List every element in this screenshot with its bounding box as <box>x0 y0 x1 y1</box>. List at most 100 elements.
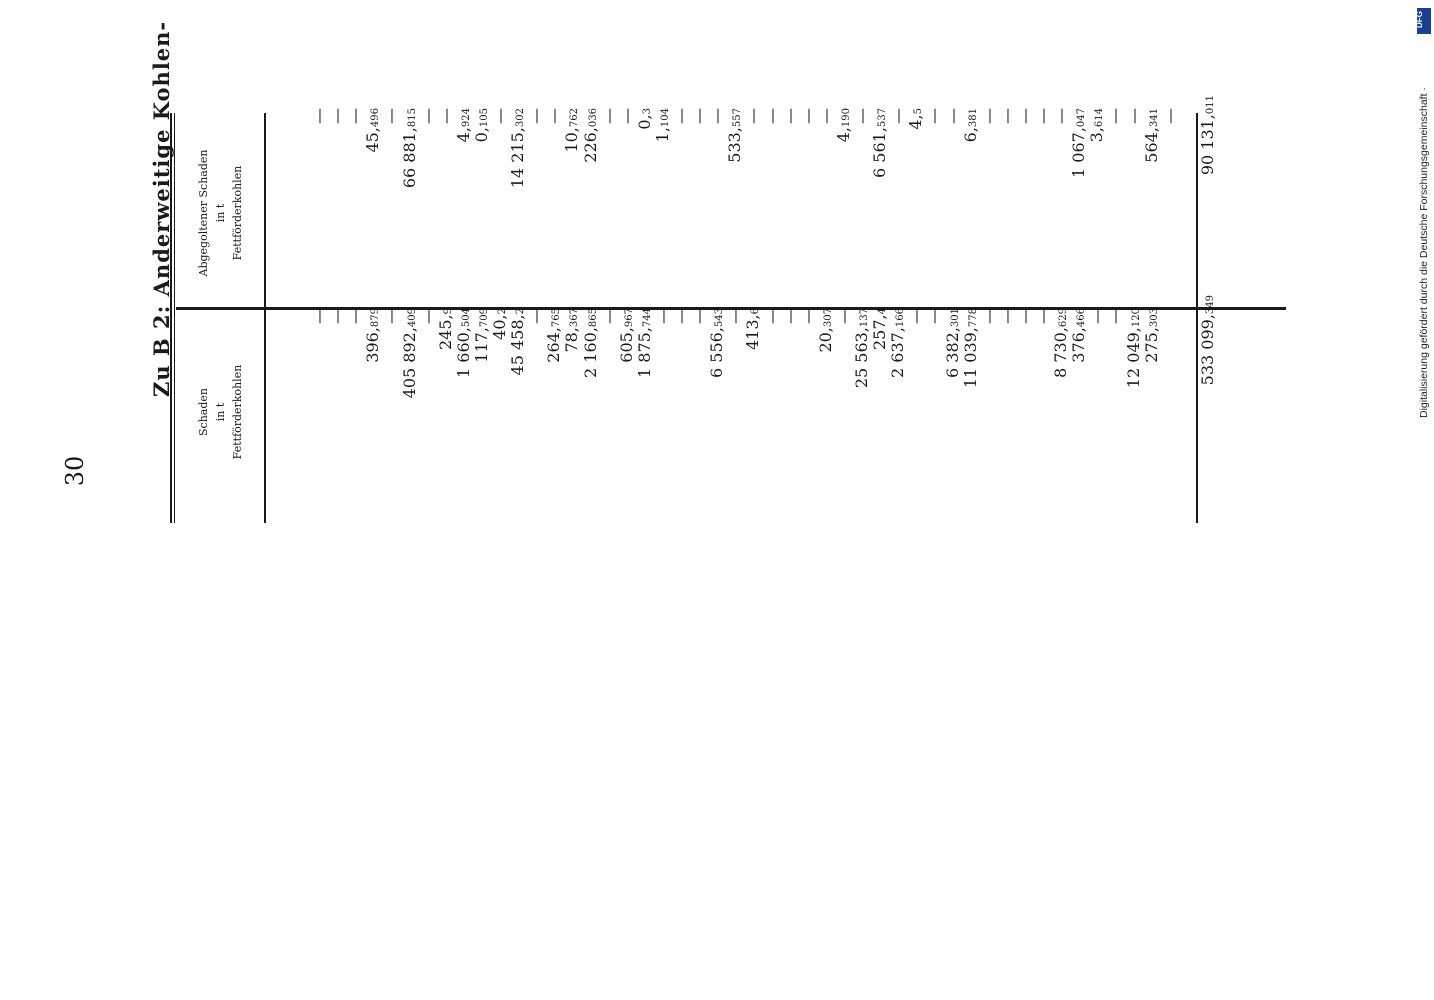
cell-integer: — <box>906 308 926 324</box>
cell-decimal: 301 <box>949 308 961 328</box>
table-cell: — <box>762 108 782 308</box>
cell-integer: — <box>381 108 401 124</box>
cell-integer: 4, <box>453 127 473 143</box>
cell-decimal: 2 <box>515 308 527 315</box>
table-cell: 45,496 <box>363 108 383 308</box>
cell-integer: 4, <box>906 114 926 130</box>
cell-integer: — <box>924 308 944 324</box>
cell-integer: — <box>797 108 817 124</box>
cell-integer: — <box>435 108 455 124</box>
top-double-rule <box>170 113 172 523</box>
cell-integer: 413, <box>743 314 763 350</box>
cell-integer: 376, <box>1069 327 1089 363</box>
cell-integer: — <box>888 108 908 124</box>
cell-integer: — <box>345 108 365 124</box>
table-cell: 413,6 <box>743 308 763 508</box>
table-cell: 6,381 <box>961 108 981 308</box>
cell-integer: — <box>743 108 763 124</box>
table-cell: — <box>780 308 800 508</box>
table-cell: 6 561,537 <box>870 108 890 308</box>
table-cell: — <box>743 108 763 308</box>
cell-decimal: 557 <box>732 108 744 128</box>
cell-integer: 12 049, <box>1123 327 1143 389</box>
cell-integer: 20, <box>815 327 835 353</box>
cell-integer: — <box>309 108 328 124</box>
header-rule <box>264 113 266 523</box>
cell-integer: — <box>1014 308 1034 324</box>
table-cell: 2 160,865 <box>581 308 601 508</box>
cell-decimal: 6 <box>750 308 762 315</box>
table-cell: 6 382,301 <box>942 308 963 508</box>
cell-integer: — <box>996 308 1016 324</box>
column-header-schaden: Schaden in t Fettförderkohlen <box>195 337 255 487</box>
table-cell: — <box>780 108 800 308</box>
table-cell: 275,303 <box>1142 308 1162 508</box>
total-abgegoltener: 90 131,011 <box>1198 95 1220 295</box>
cell-integer: 117, <box>471 327 491 363</box>
table-cell: 533,557 <box>725 108 745 308</box>
table-cell: 6 556,543 <box>707 308 727 508</box>
cell-decimal: 504 <box>460 308 472 328</box>
cell-integer: — <box>309 308 328 324</box>
cell-integer: — <box>1051 108 1071 124</box>
table-cell: — <box>381 308 401 508</box>
top-double-rule <box>174 113 175 523</box>
cell-integer: 78, <box>562 327 582 353</box>
cell-decimal: 4 <box>877 308 889 315</box>
cell-integer: 0, <box>471 127 491 143</box>
header-line: Fettförderkohlen <box>231 165 244 261</box>
table-cell: — <box>996 308 1017 508</box>
table-cell: 226,036 <box>580 108 601 308</box>
cell-decimal: 543 <box>714 308 726 328</box>
table-cell: — <box>309 308 329 508</box>
table-cell: — <box>1105 308 1125 508</box>
cell-decimal: 341 <box>1148 108 1160 128</box>
cell-decimal: 104 <box>659 108 671 128</box>
table-cell: — <box>924 308 944 508</box>
cell-integer: 257, <box>870 314 890 350</box>
table-cell: — <box>381 108 401 308</box>
cell-integer: 226, <box>580 127 600 163</box>
cell-decimal: 409 <box>406 308 418 328</box>
cell-decimal: 3 <box>641 108 653 115</box>
cell-decimal: 815 <box>406 108 418 128</box>
cell-integer: — <box>327 308 347 324</box>
table-cell: — <box>762 308 782 508</box>
table-cell: — <box>653 308 673 508</box>
cell-integer: — <box>598 108 618 124</box>
cell-integer: — <box>417 108 437 124</box>
cell-integer: — <box>544 108 564 124</box>
table-cell: 0,105 <box>471 108 492 308</box>
cell-integer: 1 067, <box>1069 127 1089 178</box>
cell-integer: — <box>417 308 437 324</box>
table-cell: — <box>797 108 818 308</box>
table-cell: — <box>599 308 619 508</box>
table-cell: — <box>1105 108 1125 308</box>
cell-integer: — <box>797 308 817 324</box>
table-cell: — <box>1087 308 1107 508</box>
table-cell: — <box>979 308 999 508</box>
cell-integer: 66 881, <box>399 127 419 189</box>
table-cell: — <box>617 108 637 308</box>
cell-integer: — <box>978 108 998 124</box>
cell-integer: 1, <box>652 127 672 143</box>
cell-integer: 533, <box>725 127 745 163</box>
cell-integer: 14 215, <box>508 127 528 189</box>
table-cell: 2 637,166 <box>888 308 908 508</box>
table-cell: — <box>671 108 691 308</box>
cell-integer: — <box>1087 308 1107 324</box>
cell-decimal: 036 <box>587 108 599 128</box>
cell-integer: — <box>996 108 1016 124</box>
cell-decimal: 924 <box>460 108 472 128</box>
table-cell: — <box>797 308 818 508</box>
table-cell: — <box>671 308 691 508</box>
table-cell: — <box>435 108 456 308</box>
cell-integer: 396, <box>363 327 383 363</box>
cell-integer: 6 382, <box>942 327 962 378</box>
cell-decimal: 302 <box>515 108 527 128</box>
cell-decimal: 466 <box>1076 308 1088 328</box>
table-cell: 605,967 <box>617 308 637 508</box>
table-cell: — <box>1124 108 1144 308</box>
header-line: Abgegoltener Schaden <box>197 149 210 277</box>
table-cell: 66 881,815 <box>399 108 420 308</box>
